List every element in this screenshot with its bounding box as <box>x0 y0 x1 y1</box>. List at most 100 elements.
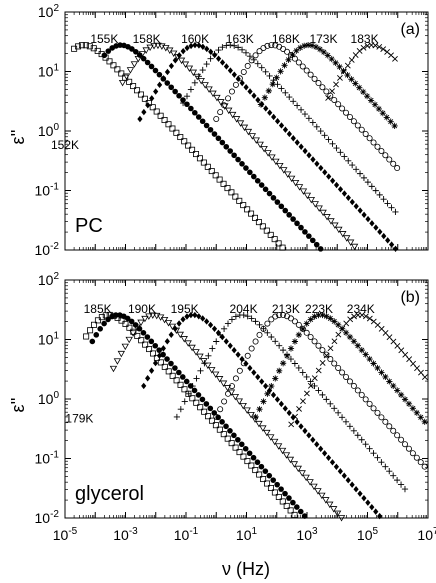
data-point <box>240 311 247 319</box>
data-point <box>89 338 96 345</box>
data-point <box>240 202 247 209</box>
data-point <box>315 205 323 212</box>
data-point <box>236 75 243 82</box>
series-155K <box>101 42 324 252</box>
data-point <box>327 400 334 407</box>
data-point <box>118 70 125 77</box>
data-point <box>219 139 226 146</box>
data-point <box>302 229 308 235</box>
data-point <box>365 499 371 506</box>
data-point <box>235 44 242 51</box>
y-tick-label: 102 <box>38 271 60 288</box>
data-point <box>232 116 241 123</box>
data-point <box>231 42 238 49</box>
data-point <box>192 311 198 319</box>
data-point <box>349 162 356 169</box>
data-point <box>231 394 240 401</box>
data-point <box>124 315 131 322</box>
data-point <box>298 423 304 430</box>
data-point <box>180 316 186 323</box>
data-point <box>421 374 428 381</box>
data-point <box>208 48 214 55</box>
data-point <box>290 135 296 142</box>
data-point <box>360 44 367 51</box>
x-tick-label: 10-1 <box>174 526 199 543</box>
data-point <box>394 387 401 394</box>
data-point <box>146 346 153 353</box>
temperature-label: 163K <box>226 32 254 46</box>
data-point <box>360 88 367 96</box>
data-point <box>291 318 298 325</box>
data-point <box>290 461 299 468</box>
data-point <box>270 195 277 201</box>
data-point <box>246 450 253 457</box>
panel-a: 10-2 10-1 100 101 102 ε'' (a) PC 155K 158K 160K 163… <box>8 3 429 258</box>
data-point <box>181 138 188 145</box>
data-point <box>287 507 294 514</box>
data-point <box>366 400 373 407</box>
data-point <box>266 472 273 479</box>
data-point <box>301 42 308 49</box>
data-point <box>78 42 85 49</box>
data-point <box>371 101 379 108</box>
data-point <box>137 319 145 327</box>
data-point <box>196 313 202 320</box>
data-point <box>323 214 331 221</box>
data-point <box>196 42 202 49</box>
data-point <box>87 327 94 334</box>
data-point <box>205 352 212 359</box>
data-point <box>263 382 269 390</box>
data-point <box>310 483 318 491</box>
data-point <box>250 454 257 461</box>
data-point <box>126 78 133 85</box>
data-point <box>325 136 332 143</box>
data-point <box>223 338 229 345</box>
data-point <box>262 68 269 75</box>
data-point <box>184 313 190 320</box>
data-point <box>386 378 393 385</box>
data-point <box>255 420 263 428</box>
data-point <box>278 85 285 92</box>
data-point <box>354 387 361 394</box>
data-point <box>244 313 251 320</box>
data-point <box>331 222 339 229</box>
data-point <box>106 58 113 65</box>
data-point <box>350 427 357 434</box>
data-point <box>176 320 182 327</box>
data-point <box>165 368 172 375</box>
data-point <box>244 458 251 465</box>
data-point <box>290 499 296 506</box>
data-point <box>310 156 316 163</box>
data-point <box>386 468 393 475</box>
data-point <box>280 360 287 367</box>
data-point <box>137 115 143 123</box>
data-point <box>209 345 216 352</box>
data-point <box>298 143 304 150</box>
data-point <box>177 381 184 388</box>
data-point <box>356 48 363 54</box>
data-point <box>156 71 163 78</box>
x-tick-label: 107 <box>417 526 436 543</box>
data-point <box>248 462 255 469</box>
data-point <box>384 200 391 207</box>
data-point <box>370 405 377 412</box>
data-point <box>377 512 383 520</box>
data-point <box>286 130 292 138</box>
data-point <box>357 490 363 497</box>
data-point <box>295 364 302 372</box>
data-point <box>113 312 119 318</box>
series-185K <box>89 312 308 519</box>
data-point <box>338 414 346 421</box>
data-point <box>288 421 295 428</box>
data-point <box>273 74 280 81</box>
data-point <box>360 174 368 181</box>
data-point <box>263 105 269 112</box>
data-point <box>317 127 324 135</box>
data-point <box>149 350 156 357</box>
data-point <box>378 369 385 376</box>
data-point <box>145 375 151 382</box>
data-point <box>257 101 265 108</box>
data-point <box>152 342 159 349</box>
data-point <box>367 97 375 104</box>
data-point <box>173 129 180 136</box>
